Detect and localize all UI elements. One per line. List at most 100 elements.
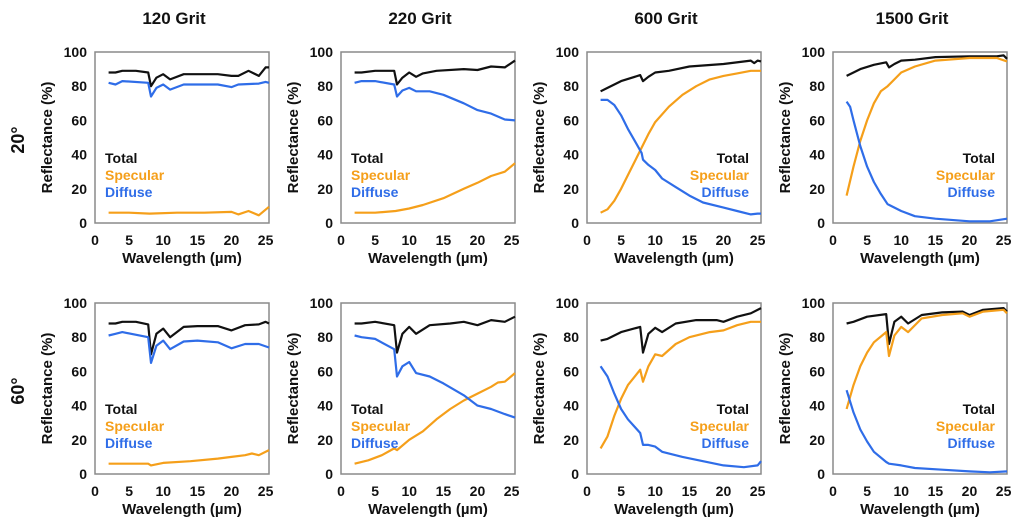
y-tick-label: 20 [317, 432, 333, 448]
y-tick-label: 80 [809, 329, 825, 345]
y-tick-label: 20 [809, 181, 825, 197]
series-line-specular [845, 56, 1008, 196]
y-tick-label: 20 [71, 432, 87, 448]
y-axis-label: Reflectance (%) [777, 333, 794, 445]
plot-frame [586, 302, 762, 475]
y-tick-label: 40 [809, 147, 825, 163]
x-tick-label: 0 [91, 232, 99, 248]
x-axis-label: Wavelength (µm) [368, 250, 488, 267]
y-tick-label: 0 [817, 215, 825, 231]
y-tick-label: 0 [571, 215, 579, 231]
series-line-diffuse [599, 365, 762, 469]
x-tick-label: 10 [647, 483, 663, 499]
legend-label-total: Total [351, 150, 383, 166]
y-tick-label: 40 [71, 147, 87, 163]
y-tick-label: 60 [317, 112, 333, 128]
series-line-total [846, 307, 1008, 346]
y-tick-label: 60 [563, 112, 579, 128]
x-tick-label: 20 [962, 483, 978, 499]
legend-label-specular: Specular [351, 418, 411, 434]
x-tick-label: 5 [125, 483, 133, 499]
legend-label-total: Total [351, 401, 383, 417]
y-tick-label: 20 [317, 181, 333, 197]
x-tick-label: 25 [750, 232, 766, 248]
x-tick-label: 0 [337, 483, 345, 499]
legend-label-diffuse: Diffuse [948, 184, 996, 200]
row-title: 60° [8, 377, 28, 404]
y-tick-label: 20 [563, 181, 579, 197]
x-tick-label: 25 [504, 232, 520, 248]
x-tick-label: 25 [258, 483, 274, 499]
legend-label-specular: Specular [936, 167, 996, 183]
legend-label-total: Total [963, 150, 995, 166]
x-axis-label: Wavelength (µm) [368, 501, 488, 518]
series-line-specular [845, 308, 1008, 410]
x-tick-label: 5 [371, 232, 379, 248]
x-tick-label: 5 [125, 232, 133, 248]
series-line-specular [600, 69, 761, 214]
legend-label-diffuse: Diffuse [702, 184, 750, 200]
x-tick-label: 15 [436, 232, 452, 248]
legend-label-diffuse: Diffuse [702, 435, 750, 451]
x-tick-label: 20 [716, 232, 732, 248]
plot-frame [586, 51, 762, 224]
legend-label-diffuse: Diffuse [105, 435, 153, 451]
x-axis-label: Wavelength (µm) [122, 501, 242, 518]
plot-frame [832, 302, 1008, 475]
y-tick-label: 20 [563, 432, 579, 448]
y-tick-label: 0 [325, 215, 333, 231]
legend-label-total: Total [105, 401, 137, 417]
row-title: 20° [8, 126, 28, 153]
x-tick-label: 25 [996, 232, 1012, 248]
y-axis-label: Reflectance (%) [531, 333, 548, 445]
y-tick-label: 40 [563, 398, 579, 414]
y-tick-label: 100 [802, 295, 826, 311]
series-line-diffuse [354, 334, 516, 419]
x-tick-label: 0 [829, 483, 837, 499]
subplot: 0 20 40 60 80 100 0 5 10 15 20 25 Wavelength (µm) Ref… [531, 44, 766, 267]
x-tick-label: 25 [996, 483, 1012, 499]
x-tick-label: 10 [893, 232, 909, 248]
legend-label-total: Total [963, 401, 995, 417]
y-tick-label: 0 [79, 466, 87, 482]
series-line-total [108, 66, 269, 88]
x-tick-label: 20 [470, 232, 486, 248]
y-tick-label: 60 [317, 363, 333, 379]
x-tick-label: 0 [91, 483, 99, 499]
x-tick-label: 20 [716, 483, 732, 499]
x-tick-label: 20 [470, 483, 486, 499]
x-tick-label: 15 [190, 232, 206, 248]
x-axis-label: Wavelength (µm) [860, 250, 980, 267]
x-tick-label: 0 [583, 483, 591, 499]
x-tick-label: 25 [504, 483, 520, 499]
y-tick-label: 60 [71, 363, 87, 379]
legend-label-diffuse: Diffuse [351, 184, 399, 200]
y-tick-label: 80 [809, 78, 825, 94]
x-axis-label: Wavelength (µm) [614, 250, 734, 267]
y-axis-label: Reflectance (%) [39, 82, 56, 194]
x-tick-label: 20 [224, 483, 240, 499]
series-line-diffuse [108, 80, 270, 98]
x-tick-label: 0 [583, 232, 591, 248]
y-tick-label: 0 [325, 466, 333, 482]
x-tick-label: 10 [155, 483, 171, 499]
legend-label-specular: Specular [105, 418, 165, 434]
legend-label-total: Total [105, 150, 137, 166]
plot-frame [340, 51, 516, 224]
column-title: 120 Grit [142, 9, 206, 28]
series-line-total [354, 59, 516, 86]
subplot: 0 20 40 60 80 100 0 5 10 15 20 25 Wavelength (µm) Ref… [39, 44, 274, 267]
x-tick-label: 15 [436, 483, 452, 499]
x-tick-label: 5 [617, 483, 625, 499]
subplot: 0 20 40 60 80 100 0 5 10 15 20 25 Wavelength (µm) Ref… [285, 295, 520, 518]
y-tick-label: 60 [71, 112, 87, 128]
series-line-specular [108, 449, 270, 467]
y-tick-label: 100 [802, 44, 826, 60]
x-axis-label: Wavelength (µm) [122, 250, 242, 267]
x-tick-label: 10 [647, 232, 663, 248]
x-tick-label: 0 [829, 232, 837, 248]
series-line-diffuse [354, 80, 516, 122]
x-tick-label: 5 [371, 483, 379, 499]
y-axis-label: Reflectance (%) [285, 82, 302, 194]
